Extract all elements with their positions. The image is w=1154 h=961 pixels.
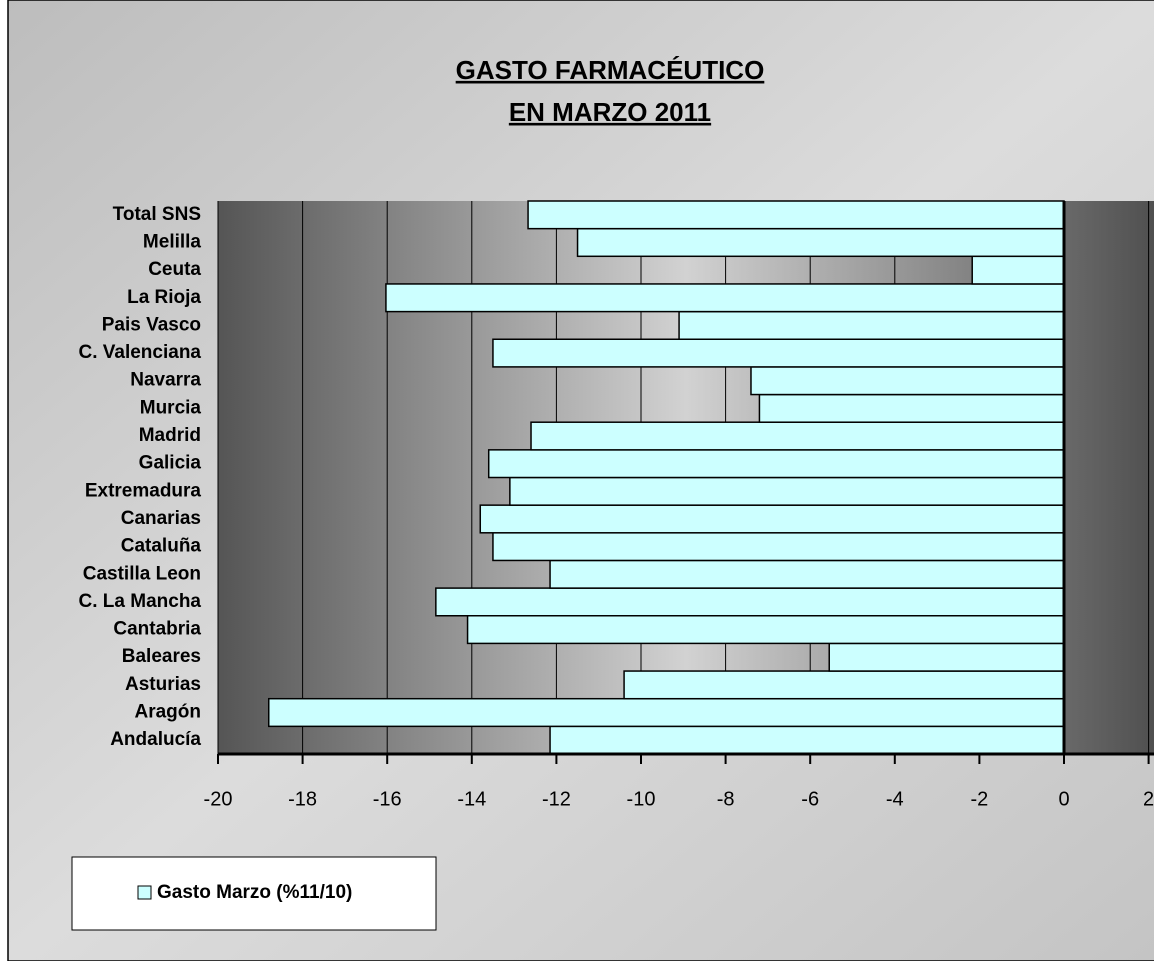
y-tick-label: C. Valenciana	[78, 342, 201, 363]
y-tick-label: Andalucía	[110, 729, 201, 750]
bar	[758, 393, 1065, 423]
y-tick-label: Aragón	[135, 702, 202, 723]
bar	[268, 697, 1065, 728]
x-tick-label: -8	[717, 788, 735, 810]
x-tick-label: -20	[204, 788, 233, 810]
bar	[492, 532, 1065, 562]
x-tick-label: -14	[457, 788, 486, 810]
y-tick-label: Canarias	[121, 508, 201, 529]
bar	[435, 587, 1065, 617]
bar	[530, 421, 1065, 451]
x-tick-label: -2	[971, 788, 989, 810]
x-tick-label: -18	[288, 788, 317, 810]
x-tick-label: -10	[627, 788, 656, 810]
x-tick-label: -12	[542, 788, 571, 810]
bar	[385, 283, 1065, 313]
chart-title: EN MARZO 2011	[509, 97, 711, 127]
bar	[527, 200, 1065, 230]
bar	[492, 338, 1065, 368]
y-tick-label: Asturias	[125, 674, 201, 695]
y-tick-label: Melilla	[143, 231, 202, 252]
legend	[71, 856, 437, 931]
y-tick-label: Galicia	[139, 453, 202, 474]
y-tick-label: Cataluña	[121, 536, 202, 557]
bar	[509, 476, 1065, 506]
legend-label: Gasto Marzo (%11/10)	[157, 882, 352, 903]
y-tick-label: Navarra	[130, 370, 201, 391]
bar	[549, 725, 1065, 755]
bar	[678, 310, 1065, 341]
x-tick-label: 0	[1058, 788, 1069, 810]
bar	[828, 642, 1065, 672]
y-tick-label: La Rioja	[127, 287, 201, 308]
y-tick-label: Cantabria	[113, 619, 201, 640]
y-tick-label: Total SNS	[113, 204, 201, 225]
bar	[487, 449, 1065, 479]
y-tick-label: Pais Vasco	[102, 314, 201, 335]
x-tick-label: -4	[886, 788, 904, 810]
bar	[971, 255, 1065, 285]
y-tick-label: Extremadura	[85, 480, 202, 501]
y-tick-label: Ceuta	[148, 259, 201, 280]
legend-swatch	[137, 885, 152, 900]
x-tick-label: 2	[1143, 788, 1154, 810]
bar	[466, 615, 1065, 645]
bar	[549, 559, 1065, 589]
y-tick-label: Castilla Leon	[83, 563, 201, 584]
x-tick-label: -6	[801, 788, 819, 810]
y-tick-label: Murcia	[140, 397, 202, 418]
y-tick-label: C. La Mancha	[79, 591, 202, 612]
chart-title: GASTO FARMACÉUTICO	[456, 55, 765, 85]
x-tick-label: -16	[373, 788, 402, 810]
y-tick-label: Madrid	[139, 425, 201, 446]
bar	[576, 227, 1065, 258]
bar	[479, 504, 1065, 534]
bar	[750, 366, 1065, 396]
bar	[623, 670, 1065, 700]
y-tick-label: Baleares	[122, 646, 201, 667]
